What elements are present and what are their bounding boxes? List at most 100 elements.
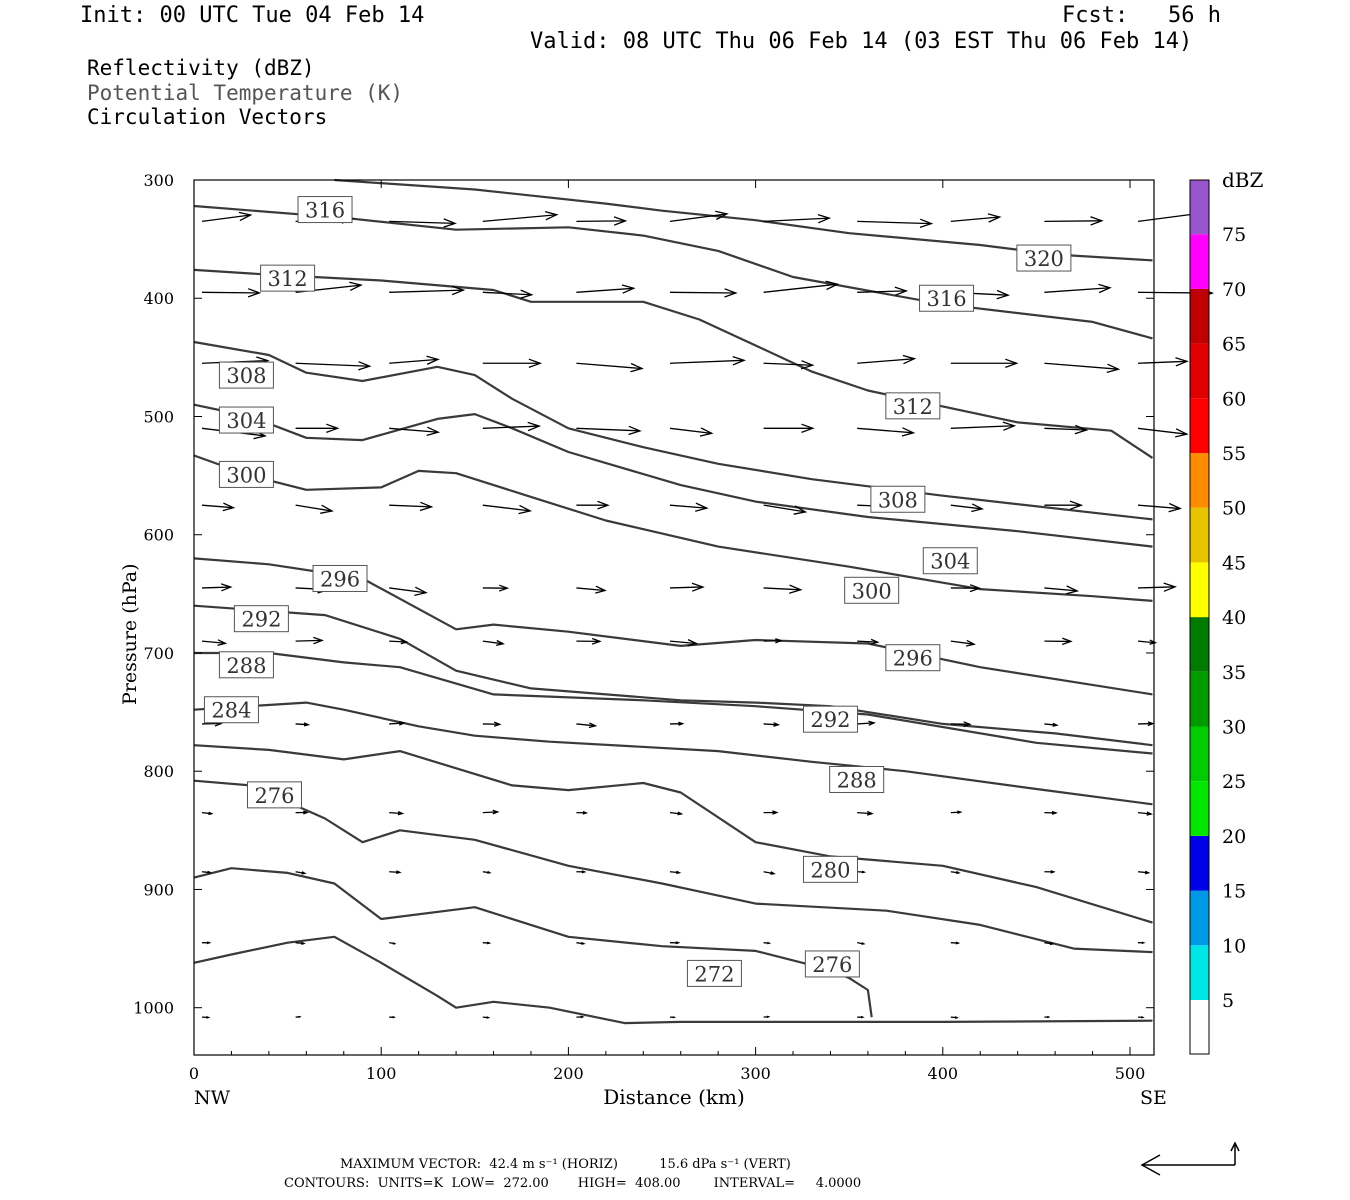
vector-arrowhead (775, 638, 783, 644)
isentrope-292 (194, 651, 1153, 755)
vector-arrowhead (582, 810, 589, 815)
valid-time-label: Valid: 08 UTC Thu 06 Feb 14 (03 EST Thu … (530, 29, 1193, 54)
circulation-vector (295, 504, 333, 512)
colorbar-level-label: 25 (1222, 771, 1246, 793)
contour-label: 308 (878, 488, 918, 512)
circulation-vector (389, 358, 439, 364)
circulation-vector (950, 640, 975, 645)
vector-arrowhead (1050, 870, 1056, 874)
colorbar-level-label: 45 (1222, 552, 1246, 574)
contour-label-box (218, 361, 274, 389)
contour-label-box (218, 460, 274, 488)
colorbar-level-label: 50 (1222, 498, 1246, 520)
vector-arrowhead (724, 288, 738, 298)
colorbar-level-label: 35 (1222, 662, 1246, 684)
vector-arrowhead (766, 1015, 771, 1019)
vector-arrowhead (770, 871, 776, 875)
vector-arrowhead (320, 504, 334, 514)
circulation-vector (763, 217, 830, 223)
contour-label: 312 (893, 395, 933, 419)
vector-arrowhead (544, 210, 559, 221)
circulation-vector (669, 586, 703, 589)
vector-arrowhead (817, 213, 832, 224)
vector-arrowhead (866, 810, 874, 816)
vector-arrowhead (621, 284, 636, 294)
circulation-vector (857, 427, 914, 434)
vector-arrowhead (1175, 357, 1189, 367)
contour-label-box (870, 485, 926, 513)
circulation-vector (201, 640, 226, 644)
vector-arrowhead (677, 811, 684, 816)
colorbar-cell-50 (1190, 453, 1209, 508)
circulation-vector (1044, 220, 1102, 223)
vector-arrowhead (217, 639, 228, 647)
vector-arrowhead (1074, 424, 1089, 435)
field-theta-label: Potential Temperature (K) (87, 81, 404, 105)
contour-label: 276 (254, 784, 294, 808)
vector-arrowhead (419, 501, 434, 512)
y-axis: 300 400 500 600 700 800 900 1000 (133, 171, 1154, 1018)
x-tick-label: 100 (366, 1064, 397, 1083)
vector-arrowhead (1069, 500, 1084, 510)
colorbar-level-label: 20 (1222, 826, 1246, 848)
vector-arrowhead (588, 722, 598, 729)
vector-arrowhead (591, 637, 602, 645)
vector-arrowhead (613, 216, 628, 226)
y-tick-label: 500 (143, 407, 174, 426)
circulation-vector (857, 358, 915, 364)
x-tick-label: 200 (553, 1064, 584, 1083)
contour-label: 288 (226, 654, 266, 678)
y-tick-label: 900 (143, 880, 174, 899)
contour-label: 280 (810, 858, 850, 882)
circulation-vector (1044, 287, 1111, 293)
contour-label: 308 (226, 364, 266, 388)
contour-label: 316 (926, 287, 966, 311)
vector-arrowhead (303, 810, 309, 815)
colorbar-frame (1189, 179, 1210, 1055)
max-vector-note: MAXIMUM VECTOR: 42.4 m s⁻¹ (HORIZ) 15.6 … (340, 1157, 791, 1172)
vector-arrowhead (326, 423, 340, 434)
colorbar-cell-70 (1190, 234, 1209, 289)
contour-label-layer: 316 312 320 316 308 304 312 300 308 304 296 300 292 2… (203, 196, 1072, 987)
vector-arrowhead (1141, 1016, 1145, 1019)
colorbar-unit: dBZ (1222, 168, 1264, 192)
circulation-vector (482, 640, 504, 645)
vector-arrowhead (971, 503, 984, 513)
vector-arrowhead (630, 362, 644, 373)
x-tick-label: 300 (740, 1064, 771, 1083)
vector-arrowhead (301, 941, 306, 945)
colorbar-level-label: 60 (1222, 388, 1246, 410)
circulation-vector (482, 504, 531, 512)
vector-arrowhead (800, 360, 815, 370)
colorbar-cell-10 (1190, 890, 1209, 946)
plot-frame (193, 179, 1155, 1056)
vector-arrowhead (672, 1016, 677, 1019)
colorbar-cell-40 (1190, 562, 1209, 618)
field-reflectivity-label: Reflectivity (dBZ) (87, 56, 315, 80)
circulation-vector (1044, 723, 1058, 726)
vector-arrowhead (1098, 283, 1112, 294)
circulation-vector (1137, 427, 1187, 435)
colorbar-level-label: 75 (1222, 224, 1246, 246)
circulation-vector (1044, 587, 1078, 592)
vector-arrowhead (400, 639, 409, 645)
vector-arrowhead (969, 584, 982, 593)
circulation-vector (857, 722, 875, 725)
circulation-vector (576, 427, 640, 432)
colorbar-cell-30 (1190, 671, 1209, 727)
colorbar-cell-5 (1190, 945, 1209, 1000)
vector-arrowhead (1002, 421, 1017, 431)
vector-arrowhead (597, 500, 610, 510)
vector-arrowhead (902, 354, 917, 365)
vector-arrowhead (414, 586, 428, 597)
vector-arrowhead (492, 809, 500, 815)
contour-label-box (203, 696, 259, 724)
contour-label-box (218, 406, 274, 434)
isentrope-296 (193, 604, 1153, 747)
circulation-vector (576, 287, 634, 293)
vector-arrowhead (996, 289, 1010, 300)
circulation-vector (482, 811, 498, 814)
vector-arrowhead (520, 289, 534, 299)
contour-label: 276 (812, 953, 852, 977)
